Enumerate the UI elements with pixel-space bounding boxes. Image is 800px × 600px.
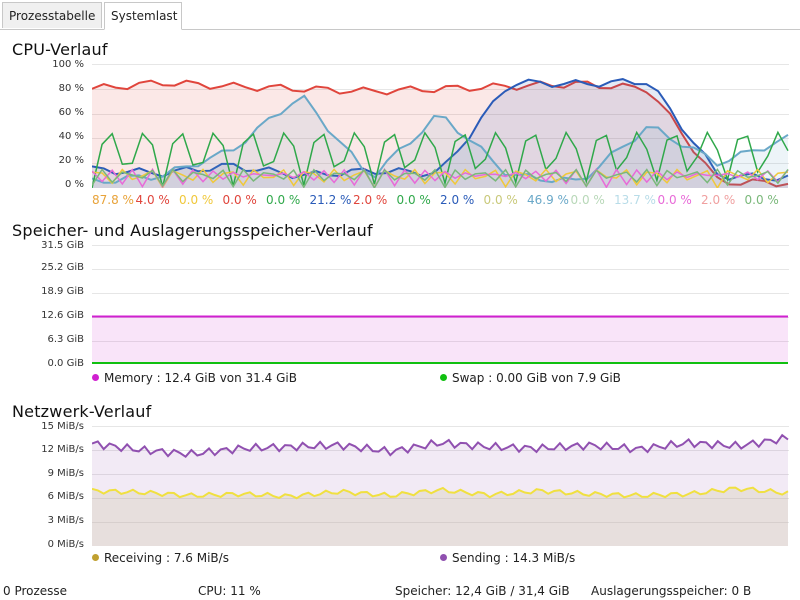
memory-legend: Memory : 12.4 GiB von 31.4 GiB	[92, 371, 297, 385]
network-ylabel: 6 MiB/s	[47, 491, 84, 502]
sending-legend-dot	[440, 554, 447, 561]
cpu-core-percent: 0.0 %	[657, 193, 692, 207]
memory-ylabel: 12.6 GiB	[41, 310, 84, 321]
swap-legend: Swap : 0.00 GiB von 7.9 GiB	[440, 371, 621, 385]
cpu-series-line	[92, 94, 789, 184]
cpu-core-percent: 4.0 %	[135, 193, 170, 207]
sending-series-area	[92, 435, 788, 546]
swap-legend-dot	[440, 374, 447, 381]
cpu-core-trace-line	[92, 168, 789, 188]
memory-series-area	[92, 316, 788, 363]
cpu-core-percent: 0.0 %	[570, 193, 605, 207]
memory-ylabel: 25.2 GiB	[41, 262, 84, 273]
cpu-core-percent: 21.2 %	[309, 193, 352, 207]
cpu-ylabel: 60 %	[58, 107, 84, 118]
tab-bar: Prozesstabelle Systemlast	[0, 0, 800, 30]
memory-ylabel: 6.3 GiB	[47, 334, 84, 345]
memory-ylabel: 31.5 GiB	[41, 240, 84, 251]
status-swap: Auslagerungsspeicher: 0 B	[591, 584, 752, 598]
cpu-core-percent: 2.0 %	[701, 193, 736, 207]
network-section-title: Netzwerk-Verlauf	[12, 402, 152, 421]
network-ylabel: 3 MiB/s	[47, 515, 84, 526]
receiving-legend-text: Receiving : 7.6 MiB/s	[104, 551, 229, 565]
cpu-ylabel: 80 %	[58, 83, 84, 94]
memory-section-title: Speicher- und Auslagerungsspeicher-Verla…	[12, 221, 373, 240]
cpu-core-percent: 0.0 %	[266, 193, 301, 207]
network-ylabel: 0 MiB/s	[47, 539, 84, 550]
cpu-core-percent: 0.0 %	[222, 193, 257, 207]
memory-ylabel: 18.9 GiB	[41, 286, 84, 297]
status-cpu: CPU: 11 %	[198, 584, 261, 598]
status-process-count: 0 Prozesse	[3, 584, 68, 598]
receiving-series-line	[92, 486, 789, 500]
receiving-legend-dot	[92, 554, 99, 561]
cpu-core-percent: 0.0 %	[179, 193, 214, 207]
cpu-core-percent: 87.8 %	[92, 193, 134, 207]
network-history-chart	[92, 426, 789, 546]
tab-process-table[interactable]: Prozesstabelle	[2, 2, 102, 28]
receiving-series-area	[92, 487, 788, 546]
cpu-core-percent: 0.0 %	[744, 193, 779, 207]
cpu-history-chart	[92, 64, 789, 188]
network-ylabel: 15 MiB/s	[41, 421, 84, 432]
swap-legend-text: Swap : 0.00 GiB von 7.9 GiB	[452, 371, 621, 385]
memory-legend-text: Memory : 12.4 GiB von 31.4 GiB	[104, 371, 297, 385]
cpu-section-title: CPU-Verlauf	[12, 40, 108, 59]
cpu-core-percent: 2.0 %	[353, 193, 388, 207]
status-memory: Speicher: 12,4 GiB / 31,4 GiB	[395, 584, 570, 598]
cpu-ylabel: 100 %	[52, 59, 84, 70]
cpu-core-percent: 46.9 %	[527, 193, 569, 207]
cpu-ylabel: 0 %	[64, 179, 84, 190]
network-ylabel: 12 MiB/s	[41, 444, 84, 455]
sending-legend: Sending : 14.3 MiB/s	[440, 551, 575, 565]
tab-system-load[interactable]: Systemlast	[104, 2, 182, 30]
cpu-core-percent: 0.0 %	[483, 193, 518, 207]
memory-legend-dot	[92, 374, 99, 381]
cpu-core-percent: 2.0 %	[440, 193, 475, 207]
cpu-ylabel: 40 %	[58, 131, 84, 142]
receiving-legend: Receiving : 7.6 MiB/s	[92, 551, 229, 565]
cpu-core-trace-line	[92, 130, 789, 188]
memory-history-chart	[92, 245, 789, 364]
cpu-series-line	[92, 79, 789, 188]
sending-series-line	[92, 433, 789, 459]
memory-ylabel: 0.0 GiB	[47, 358, 84, 369]
cpu-core-percent: 0.0 %	[396, 193, 431, 207]
sending-legend-text: Sending : 14.3 MiB/s	[452, 551, 576, 565]
cpu-ylabel: 20 %	[58, 155, 84, 166]
cpu-core-percent: 13.7 %	[614, 193, 656, 207]
network-ylabel: 9 MiB/s	[47, 468, 84, 479]
